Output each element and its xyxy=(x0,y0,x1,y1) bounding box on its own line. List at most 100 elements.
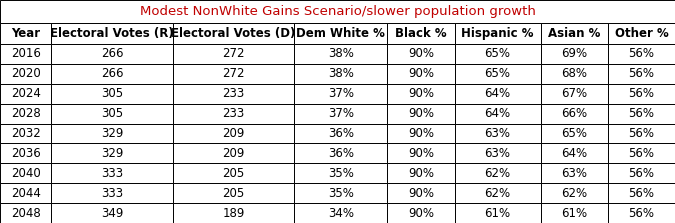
Text: 37%: 37% xyxy=(328,87,354,100)
Text: 56%: 56% xyxy=(628,167,654,180)
Text: 36%: 36% xyxy=(328,147,354,160)
Text: Other %: Other % xyxy=(614,27,668,40)
Bar xyxy=(387,183,455,203)
Text: 63%: 63% xyxy=(485,127,510,140)
Bar xyxy=(0,23,51,44)
Bar xyxy=(173,124,294,143)
Bar xyxy=(387,44,455,64)
Text: 61%: 61% xyxy=(561,206,587,220)
Bar xyxy=(51,84,173,104)
Bar xyxy=(173,104,294,124)
Bar xyxy=(608,143,675,163)
Bar xyxy=(608,64,675,84)
Text: 205: 205 xyxy=(222,187,244,200)
Bar xyxy=(608,84,675,104)
Text: Black %: Black % xyxy=(396,27,447,40)
Text: 90%: 90% xyxy=(408,67,434,80)
Text: Dem White %: Dem White % xyxy=(296,27,385,40)
Bar xyxy=(51,203,173,223)
Bar xyxy=(541,124,608,143)
Text: Modest NonWhite Gains Scenario/slower population growth: Modest NonWhite Gains Scenario/slower po… xyxy=(140,5,535,18)
Bar xyxy=(455,104,541,124)
Bar xyxy=(455,44,541,64)
Bar xyxy=(0,183,51,203)
Bar xyxy=(173,23,294,44)
Bar xyxy=(0,84,51,104)
Text: 35%: 35% xyxy=(328,167,354,180)
Bar xyxy=(294,203,387,223)
Text: 305: 305 xyxy=(101,87,123,100)
Text: 65%: 65% xyxy=(485,67,510,80)
Text: 62%: 62% xyxy=(485,187,511,200)
Bar xyxy=(294,143,387,163)
Bar xyxy=(51,104,173,124)
Text: 272: 272 xyxy=(222,67,244,80)
Bar xyxy=(541,23,608,44)
Text: 2044: 2044 xyxy=(11,187,40,200)
Bar xyxy=(51,163,173,183)
Text: 233: 233 xyxy=(222,107,244,120)
Text: 90%: 90% xyxy=(408,127,434,140)
Bar xyxy=(387,23,455,44)
Bar xyxy=(541,203,608,223)
Bar xyxy=(541,104,608,124)
Text: 56%: 56% xyxy=(628,47,654,60)
Bar xyxy=(294,23,387,44)
Text: 65%: 65% xyxy=(485,47,510,60)
Text: 2020: 2020 xyxy=(11,67,40,80)
Bar xyxy=(608,23,675,44)
Text: 56%: 56% xyxy=(628,206,654,220)
Bar xyxy=(455,84,541,104)
Text: 189: 189 xyxy=(222,206,244,220)
Text: 333: 333 xyxy=(101,167,123,180)
Bar xyxy=(173,84,294,104)
Bar xyxy=(387,124,455,143)
Text: 35%: 35% xyxy=(328,187,354,200)
Bar xyxy=(387,104,455,124)
Text: 56%: 56% xyxy=(628,127,654,140)
Text: 56%: 56% xyxy=(628,67,654,80)
Bar xyxy=(51,143,173,163)
Text: 56%: 56% xyxy=(628,87,654,100)
Text: Electoral Votes (R): Electoral Votes (R) xyxy=(50,27,174,40)
Text: 2032: 2032 xyxy=(11,127,40,140)
Bar xyxy=(387,163,455,183)
Text: 69%: 69% xyxy=(561,47,587,60)
Text: 56%: 56% xyxy=(628,107,654,120)
Bar xyxy=(0,104,51,124)
Text: 38%: 38% xyxy=(328,47,354,60)
Text: 36%: 36% xyxy=(328,127,354,140)
Bar xyxy=(294,183,387,203)
Text: 329: 329 xyxy=(101,127,124,140)
Bar xyxy=(0,44,51,64)
Text: 37%: 37% xyxy=(328,107,354,120)
Bar xyxy=(173,143,294,163)
Text: 61%: 61% xyxy=(485,206,511,220)
Bar xyxy=(455,64,541,84)
Bar xyxy=(173,44,294,64)
Text: 63%: 63% xyxy=(485,147,510,160)
Bar xyxy=(0,203,51,223)
Bar xyxy=(294,44,387,64)
Bar xyxy=(387,84,455,104)
Bar xyxy=(455,23,541,44)
Bar xyxy=(0,0,675,23)
Text: 90%: 90% xyxy=(408,87,434,100)
Text: 272: 272 xyxy=(222,47,244,60)
Text: 65%: 65% xyxy=(561,127,587,140)
Text: 62%: 62% xyxy=(561,187,587,200)
Bar xyxy=(541,163,608,183)
Bar xyxy=(541,64,608,84)
Bar xyxy=(294,104,387,124)
Text: 90%: 90% xyxy=(408,206,434,220)
Bar xyxy=(608,124,675,143)
Bar xyxy=(294,124,387,143)
Bar xyxy=(173,183,294,203)
Text: 90%: 90% xyxy=(408,167,434,180)
Text: 209: 209 xyxy=(222,127,244,140)
Text: 56%: 56% xyxy=(628,147,654,160)
Text: 38%: 38% xyxy=(328,67,354,80)
Bar xyxy=(51,124,173,143)
Bar xyxy=(51,44,173,64)
Text: 90%: 90% xyxy=(408,147,434,160)
